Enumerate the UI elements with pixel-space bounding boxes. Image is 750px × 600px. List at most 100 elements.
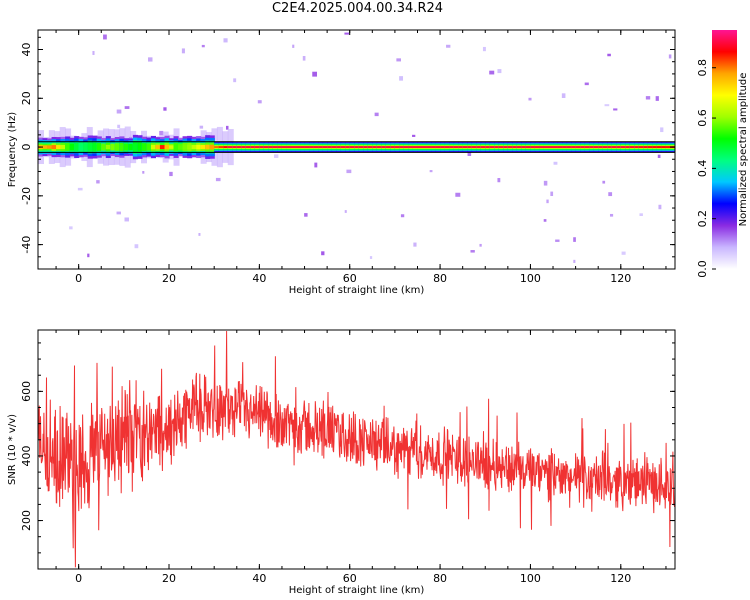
band-cell [132,144,138,150]
band-cell [557,146,563,149]
noise-cell [553,161,558,165]
band-cell [507,146,513,149]
band-cell [268,146,274,149]
y-tick-label: 600 [20,381,33,402]
band-cell [105,144,111,150]
band-cell [661,146,667,149]
band-cell [440,146,446,149]
noise-cell [103,34,107,40]
band-cell [218,146,224,149]
colorbar-gradient [712,30,737,269]
band-cell [471,146,477,149]
noise-cell [134,244,139,249]
heatmap-cells [38,32,675,263]
x-axis-label: Height of straight line (km) [289,585,425,596]
band-cell [412,146,419,149]
noise-cell [482,46,486,52]
noise-cell [92,50,95,55]
band-cell [444,146,450,149]
colorbar-tick-label: 0.4 [696,160,709,178]
y-tick-label: 400 [20,445,33,466]
noise-cell [116,109,122,114]
band-cell [521,146,527,149]
band-cell [462,146,468,149]
band-cell [394,146,401,149]
noise-cell [607,53,611,57]
band-cell [101,145,107,149]
band-cell [525,146,532,149]
band-cell [56,145,62,150]
band-cell [300,146,306,149]
y-tick-label: 40 [20,43,33,57]
band-cell [336,146,342,149]
noise-cell [584,82,589,86]
band-cell [254,146,260,149]
noise-cell [148,57,153,62]
band-cell [571,146,577,149]
band-cell [214,146,220,149]
noise-cell [312,71,318,77]
band-cell [331,146,337,149]
noise-cell [344,32,350,35]
band-cell [435,146,441,149]
band-cell [516,146,522,149]
band-cell [277,146,283,149]
noise-cell [543,219,547,222]
band-cell [431,146,437,149]
y-axis-label: SNR (10 * v/v) [7,414,18,485]
noise-cell [117,124,121,129]
x-tick-label: 20 [162,272,176,285]
band-cell [652,146,658,149]
noise-cell [292,44,295,48]
noise-cell [604,104,610,107]
y-tick-label: 200 [20,510,33,531]
noise-cell [344,210,347,213]
band-cell [611,146,617,149]
noise-cell [668,54,672,59]
band-cell [128,145,134,149]
noise-cell [142,171,145,174]
noise-cell [543,180,548,186]
noise-cell [96,180,100,184]
band-cell [164,144,170,150]
band-cell [92,144,98,150]
band-cell [159,145,166,150]
noise-cell [657,154,661,158]
noise-cell [374,112,379,117]
band-cell [309,146,315,149]
noise-cell [302,56,306,61]
band-cell [119,144,125,150]
noise-cell [655,96,659,101]
band-cell [665,146,672,149]
noise-cell [602,180,606,184]
noise-cell [346,169,352,174]
band-cell [467,146,473,149]
x-tick-label: 100 [520,272,541,285]
noise-cell [274,154,279,158]
noise-cell [639,213,643,217]
noise-cell [413,242,417,247]
colorbar: 0.0 0.2 0.4 0.6 0.8 Normalized spectral ampli… [696,30,749,278]
band-cell [110,145,116,149]
band-cell [363,146,369,149]
noise-cell [304,213,308,217]
x-tick-label: 60 [343,572,357,585]
band-cell [498,146,504,149]
band-cell [620,146,626,149]
noise-cell [201,44,205,48]
y-tick-label: -40 [20,236,33,254]
noise-cell [412,134,416,137]
noise-cell [660,127,664,133]
band-cell [629,146,635,149]
band-cell [155,145,161,150]
band-cell [403,146,410,149]
band-cell [580,146,586,149]
band-cell [553,146,559,149]
band-cell [562,146,568,149]
x-axis-label: Height of straight line (km) [289,285,425,296]
band-cell [354,146,360,149]
noise-cell [546,199,549,204]
band-cell [539,146,545,149]
band-cell [480,146,486,149]
